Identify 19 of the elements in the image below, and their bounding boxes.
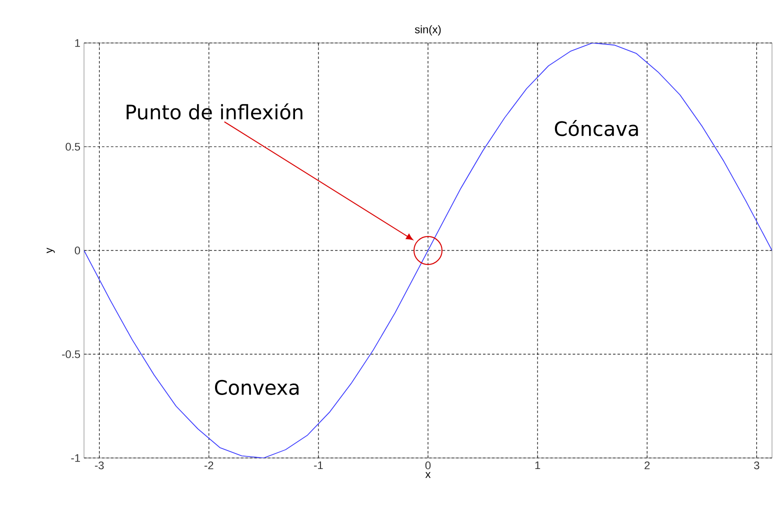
- x-tick-label: -2: [204, 462, 214, 470]
- x-tick-label: 0: [425, 462, 431, 470]
- y-tick-label: 0.5: [66, 142, 80, 151]
- x-tick-label: 2: [644, 462, 650, 470]
- x-axis-title: x: [425, 472, 431, 478]
- y-tick-label: -0.5: [62, 350, 80, 358]
- x-tick-label: 3: [754, 462, 760, 470]
- x-tick-label: -1: [314, 462, 323, 470]
- annotation: Convexa: [215, 380, 299, 395]
- annotation: Cóncava: [554, 120, 638, 136]
- x-tick-label: 1: [535, 462, 540, 470]
- y-tick-label: 1: [75, 39, 80, 47]
- x-tick-label: -3: [94, 462, 104, 470]
- y-axis-title: y: [46, 248, 55, 254]
- y-tick-label: 0: [74, 246, 80, 254]
- chart-title: sin(x): [414, 25, 441, 36]
- line-series: [84, 42, 772, 458]
- y-tick-label: -1: [71, 454, 80, 462]
- annotation: Punto de inflexión: [126, 103, 302, 120]
